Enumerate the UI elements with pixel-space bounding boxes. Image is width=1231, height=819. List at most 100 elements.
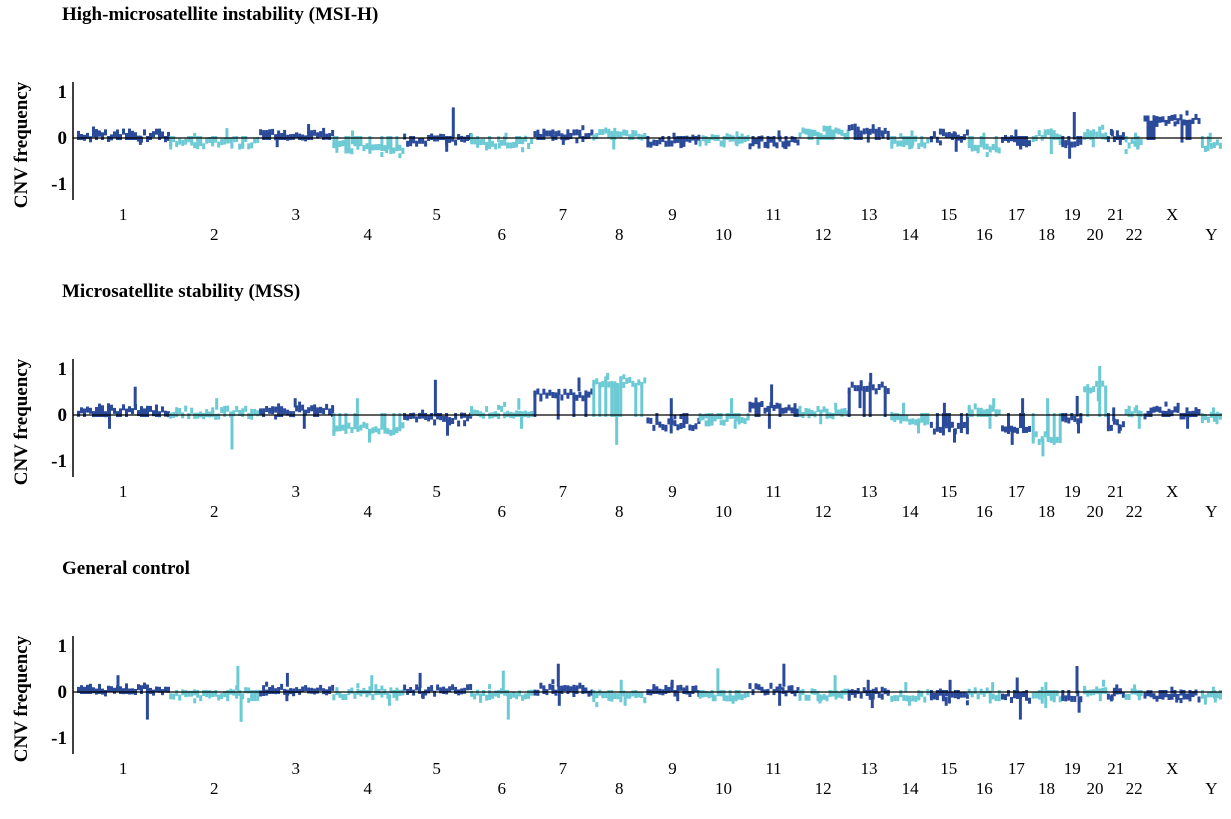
cnv-point: [991, 693, 995, 700]
cnv-min-point: [679, 141, 683, 148]
cnv-point: [1182, 690, 1186, 697]
cnv-point: [554, 689, 558, 696]
cnv-point: [754, 397, 758, 403]
cnv-point: [886, 133, 890, 140]
cnv-point: [146, 408, 149, 417]
cnv-max-point: [948, 679, 952, 694]
cnv-point: [515, 136, 519, 145]
cnv-point: [604, 376, 608, 383]
cnv-point: [572, 687, 576, 694]
cnv-point: [1040, 697, 1044, 704]
cnv-point: [607, 128, 611, 134]
chromosome-13-cnv: [847, 679, 890, 709]
cnv-point: [128, 131, 131, 140]
cnv-point: [625, 130, 629, 137]
cnv-point: [959, 691, 963, 698]
cnv-point: [834, 127, 838, 134]
cnv-point: [947, 131, 951, 138]
cnv-max-point: [869, 372, 873, 385]
cnv-point: [1206, 416, 1210, 423]
cnv-point: [587, 391, 591, 398]
cnv-point: [338, 141, 342, 147]
cnv-point: [1155, 695, 1159, 702]
cnv-point: [787, 140, 791, 147]
cnv-point: [619, 696, 623, 703]
cnv-point: [473, 138, 477, 145]
cnv-point: [1086, 387, 1090, 417]
cnv-point: [289, 134, 293, 141]
cnv-point: [781, 407, 785, 414]
cnv-point: [448, 419, 452, 426]
y-tick-label: -1: [51, 174, 67, 195]
cnv-point: [524, 693, 528, 700]
chromosome-10-cnv: [698, 131, 750, 148]
cnv-point: [494, 690, 498, 697]
cnv-point: [578, 391, 582, 398]
chromosome-22-cnv: [1124, 405, 1143, 429]
cnv-point: [389, 429, 393, 436]
cnv-point: [469, 684, 473, 690]
cnv-point: [310, 687, 314, 694]
cnv-point: [880, 381, 884, 388]
cnv-point: [1191, 118, 1195, 124]
cnv-max-point: [1043, 132, 1047, 139]
cnv-point: [205, 691, 209, 698]
cnv-point: [1206, 136, 1210, 143]
cnv-min-point: [275, 134, 279, 148]
cnv-point: [1164, 691, 1168, 698]
cnv-point: [313, 129, 317, 136]
cnv-point: [401, 147, 405, 154]
cnv-point: [661, 424, 665, 431]
cnv-point: [798, 408, 802, 417]
cnv-point: [460, 135, 464, 142]
cnv-point: [610, 695, 614, 702]
cnv-point: [1170, 410, 1174, 417]
cnv-point: [572, 395, 576, 417]
cnv-point: [899, 133, 903, 139]
cnv-point: [262, 133, 266, 140]
cnv-point: [1218, 142, 1222, 149]
cnv-point: [956, 422, 960, 429]
cnv-point: [850, 381, 854, 388]
cnv-min-point: [669, 424, 673, 434]
cnv-point: [77, 133, 80, 140]
cnv-point: [193, 412, 197, 419]
cnv-min-point: [445, 140, 449, 152]
chromosome-label: 13: [861, 205, 878, 224]
cnv-min-point: [944, 696, 948, 706]
cnv-point: [698, 140, 702, 147]
chart-title: General control: [62, 558, 190, 579]
cnv-point: [545, 392, 549, 399]
chromosome-label: 22: [1126, 502, 1143, 521]
cnv-point: [1197, 696, 1201, 703]
cnv-point: [335, 136, 339, 150]
y-tick-label: -1: [51, 451, 67, 472]
cnv-point: [497, 136, 501, 143]
cnv-point: [976, 410, 980, 417]
cnv-point: [893, 695, 897, 702]
cnv-point: [551, 679, 555, 685]
y-tick-label: 0: [58, 682, 68, 703]
cnv-point: [1061, 694, 1065, 701]
cnv-point: [1161, 693, 1165, 700]
cnv-point: [80, 407, 83, 414]
cnv-point: [625, 692, 629, 699]
cnv-point: [728, 696, 732, 702]
cnv-point: [566, 132, 570, 140]
cnv-point: [521, 147, 525, 153]
cnv-point: [880, 686, 884, 692]
chromosome-8-cnv: [592, 679, 647, 708]
cnv-point: [380, 685, 384, 691]
cnv-point: [926, 413, 930, 422]
cnv-point: [563, 388, 567, 395]
cnv-point: [1031, 692, 1035, 699]
cnv-point: [386, 136, 390, 147]
cnv-point: [190, 407, 194, 414]
cnv-point: [746, 414, 750, 420]
cnv-point: [220, 139, 224, 145]
cnv-point: [539, 682, 543, 689]
cnv-point: [271, 128, 275, 135]
cnv-point: [604, 692, 608, 698]
cnv-point: [920, 416, 924, 423]
cnv-point: [1149, 410, 1153, 417]
